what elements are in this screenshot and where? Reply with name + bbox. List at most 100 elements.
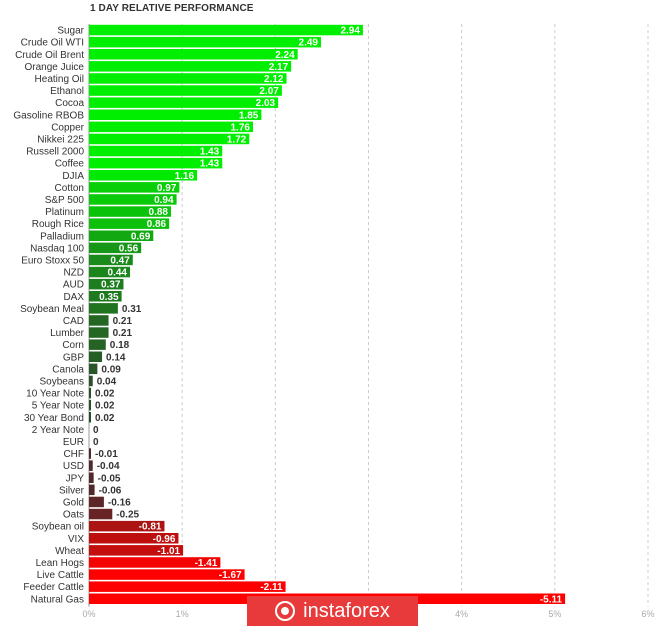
value-label: 0.31 bbox=[122, 304, 142, 315]
value-label: -0.06 bbox=[99, 485, 122, 496]
category-label: Live Cattle bbox=[37, 570, 85, 581]
bar bbox=[89, 520, 165, 532]
category-label: S&P 500 bbox=[45, 195, 85, 206]
category-label: Oats bbox=[63, 510, 84, 521]
instaforex-logo-icon bbox=[275, 601, 296, 621]
bar bbox=[89, 254, 133, 266]
value-label: 0.14 bbox=[106, 352, 126, 363]
value-label: 0.94 bbox=[154, 195, 174, 206]
bar bbox=[89, 484, 95, 496]
bar bbox=[89, 363, 98, 375]
value-label: -0.01 bbox=[95, 449, 118, 460]
value-label: 0.04 bbox=[97, 376, 117, 387]
bar bbox=[89, 291, 122, 302]
value-label: 1.72 bbox=[227, 134, 247, 145]
value-label: 0.37 bbox=[101, 280, 121, 291]
bar bbox=[89, 194, 177, 205]
bar bbox=[89, 581, 286, 592]
category-label: Soybeans bbox=[40, 376, 84, 387]
bar bbox=[89, 206, 171, 217]
x-tick-label: 4% bbox=[455, 609, 468, 619]
bar bbox=[89, 109, 262, 120]
bar bbox=[89, 569, 245, 580]
value-label: 1.85 bbox=[239, 110, 259, 121]
category-label: Euro Stoxx 50 bbox=[21, 255, 84, 266]
value-label: 2.49 bbox=[299, 38, 319, 49]
category-label: Crude Oil WTI bbox=[21, 38, 84, 49]
value-label: 0.18 bbox=[110, 340, 130, 351]
value-label: -5.11 bbox=[540, 594, 563, 605]
value-label: 0.69 bbox=[131, 231, 151, 242]
category-label: DAX bbox=[63, 292, 84, 303]
category-label: AUD bbox=[63, 280, 84, 291]
value-label: 2.03 bbox=[256, 98, 276, 109]
value-label: -1.67 bbox=[219, 570, 242, 581]
x-tick-label: 0% bbox=[82, 609, 95, 619]
bar bbox=[89, 351, 103, 362]
category-label: Orange Juice bbox=[25, 62, 85, 73]
category-label: 2 Year Note bbox=[32, 425, 85, 436]
value-label: 0.02 bbox=[95, 413, 115, 424]
value-label: 0.02 bbox=[95, 401, 115, 412]
value-label: -0.81 bbox=[139, 522, 162, 533]
value-label: -0.96 bbox=[153, 534, 176, 545]
category-label: NZD bbox=[63, 268, 84, 279]
value-label: 0.44 bbox=[108, 268, 128, 279]
bar bbox=[89, 387, 91, 399]
category-label: Heating Oil bbox=[35, 74, 84, 85]
category-label: Lumber bbox=[50, 328, 85, 339]
bar bbox=[89, 278, 124, 290]
bar bbox=[89, 182, 180, 193]
bar bbox=[89, 85, 282, 96]
category-label: Cocoa bbox=[55, 98, 84, 109]
category-label: 10 Year Note bbox=[26, 389, 84, 400]
value-label: 2.12 bbox=[264, 74, 284, 85]
bar bbox=[89, 145, 223, 157]
category-label: Crude Oil Brent bbox=[15, 50, 84, 61]
bar bbox=[89, 460, 93, 471]
watermark-text: instaforex bbox=[303, 599, 390, 622]
category-label: 30 Year Bond bbox=[24, 413, 84, 424]
category-label: EUR bbox=[63, 437, 84, 448]
value-label: -0.16 bbox=[108, 497, 131, 508]
bar bbox=[89, 303, 118, 314]
category-label: Soybean Meal bbox=[20, 304, 84, 315]
bar bbox=[89, 73, 287, 84]
category-label: Nikkei 225 bbox=[37, 134, 84, 145]
bar bbox=[89, 121, 253, 133]
category-label: Sugar bbox=[57, 26, 84, 37]
bar bbox=[89, 375, 93, 387]
bar bbox=[89, 24, 363, 36]
category-label: Silver bbox=[59, 485, 85, 496]
bar bbox=[89, 315, 109, 326]
value-label: 0.86 bbox=[147, 219, 167, 230]
watermark: instaforex bbox=[247, 596, 418, 626]
category-label: Coffee bbox=[55, 159, 85, 170]
value-label: 1.43 bbox=[200, 159, 220, 170]
value-label: -0.05 bbox=[98, 473, 121, 484]
bar bbox=[89, 557, 221, 568]
category-label: Ethanol bbox=[50, 86, 84, 97]
bar bbox=[89, 545, 184, 556]
bar bbox=[89, 49, 298, 60]
x-tick-label: 1% bbox=[176, 609, 189, 619]
category-label: Natural Gas bbox=[31, 594, 84, 605]
category-label: CAD bbox=[63, 316, 84, 327]
value-label: 0.47 bbox=[110, 255, 130, 266]
bar bbox=[89, 242, 142, 254]
value-label: 1.76 bbox=[231, 122, 251, 133]
category-label: Feeder Cattle bbox=[23, 582, 84, 593]
category-label: Wheat bbox=[55, 546, 84, 557]
value-label: 0 bbox=[93, 437, 99, 448]
value-label: 1.16 bbox=[175, 171, 195, 182]
category-label: DJIA bbox=[62, 171, 84, 182]
value-label: 0.21 bbox=[113, 328, 133, 339]
category-label: JPY bbox=[66, 473, 85, 484]
category-label: Copper bbox=[51, 122, 84, 133]
value-label: -0.04 bbox=[97, 461, 120, 472]
category-label: Gold bbox=[63, 497, 84, 508]
value-label: 0.21 bbox=[113, 316, 133, 327]
category-label: Platinum bbox=[45, 207, 84, 218]
bar bbox=[89, 508, 113, 520]
value-label: 2.07 bbox=[259, 86, 279, 97]
